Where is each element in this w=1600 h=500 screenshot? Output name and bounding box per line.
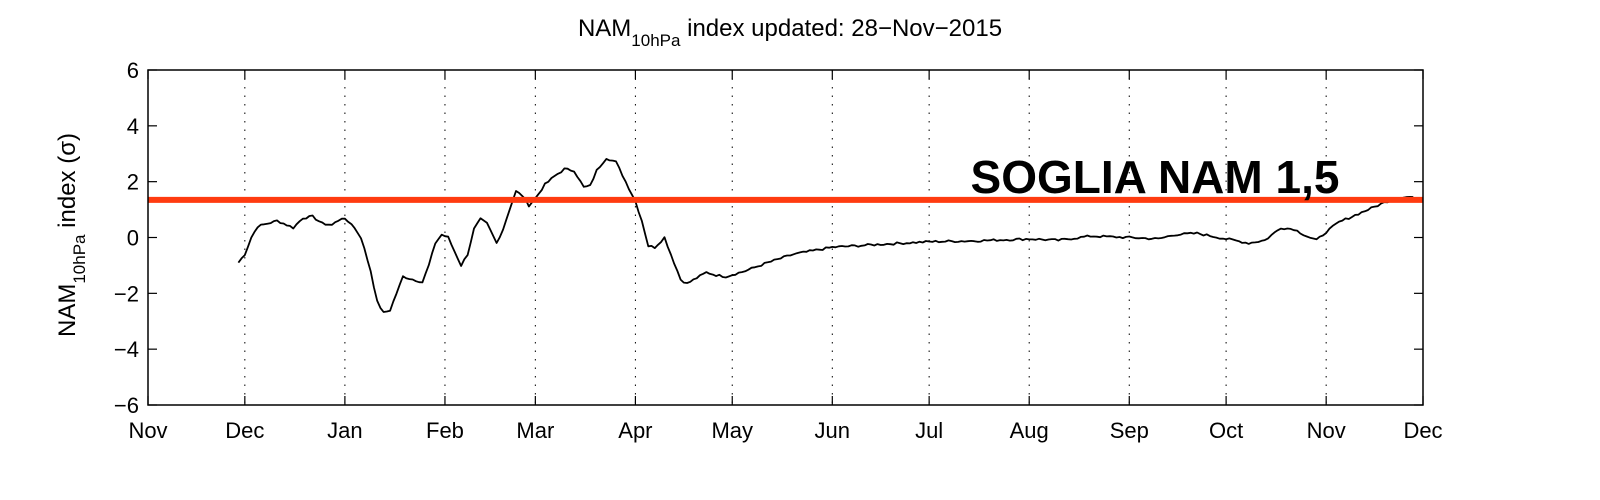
x-tick-label: Mar — [516, 418, 554, 443]
y-tick-label: 2 — [127, 170, 139, 195]
x-tick-label: Dec — [225, 418, 264, 443]
x-tick-label: Jun — [815, 418, 850, 443]
y-axis-label-rest: index (σ) — [54, 133, 81, 235]
x-tick-label: Jul — [915, 418, 943, 443]
y-tick-label: 6 — [127, 58, 139, 83]
chart-title-rest: index updated: 28−Nov−2015 — [680, 15, 1002, 42]
x-tick-label: Sep — [1110, 418, 1149, 443]
threshold-annotation: SOGLIA NAM 1,5 — [971, 151, 1340, 203]
y-tick-label: −4 — [114, 337, 139, 362]
chart-title-subscript: 10hPa — [631, 31, 681, 50]
axis-ticks — [147, 69, 1424, 406]
x-tick-labels: Nov Dec Jan Feb Mar Apr May Jun Jul Aug Sep Oct Nov D… — [128, 418, 1442, 443]
y-tick-label: −6 — [114, 393, 139, 418]
plot-frame — [147, 69, 1424, 406]
x-tick-label: Dec — [1403, 418, 1442, 443]
x-tick-label: Feb — [426, 418, 464, 443]
x-tick-label: Aug — [1010, 418, 1049, 443]
y-tick-label: −2 — [114, 281, 139, 306]
y-tick-label: 4 — [127, 114, 139, 139]
x-tick-label: Nov — [1307, 418, 1346, 443]
y-axis-label-subscript: 10hPa — [70, 234, 89, 284]
x-tick-label: Jan — [327, 418, 362, 443]
y-tick-labels: 6 4 2 0 −2 −4 −6 — [114, 58, 139, 418]
nam-index-series-line — [237, 158, 1414, 313]
chart-title-main: NAM — [578, 15, 631, 42]
x-tick-label: Oct — [1209, 418, 1243, 443]
x-tick-label: Apr — [618, 418, 652, 443]
y-tick-label: 0 — [127, 226, 139, 251]
x-tick-label: Nov — [128, 418, 167, 443]
x-tick-label: May — [711, 418, 753, 443]
y-axis-label: NAM10hPa index (σ) — [54, 133, 89, 337]
chart-title: NAM10hPa index updated: 28−Nov−2015 — [578, 15, 1002, 50]
y-axis-label-main: NAM — [54, 284, 81, 337]
